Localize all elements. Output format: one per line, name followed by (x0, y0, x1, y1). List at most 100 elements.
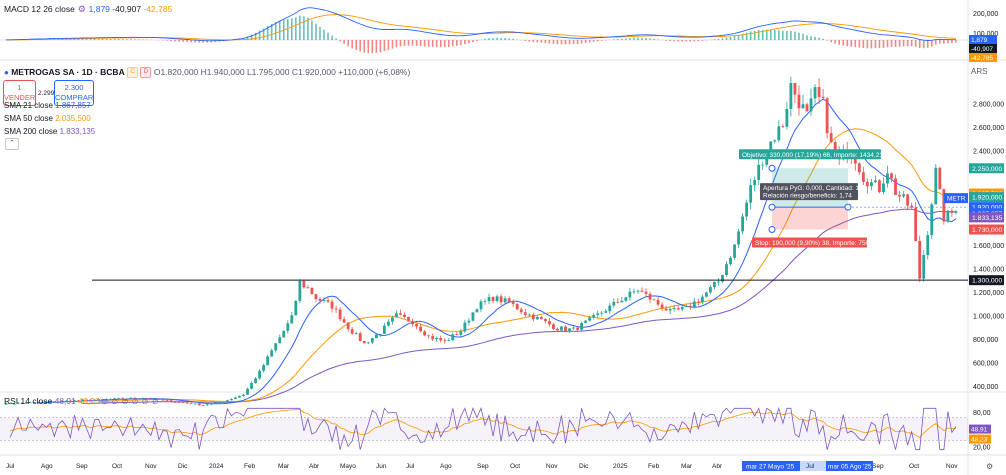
candle-body (511, 302, 515, 305)
candle-body (487, 297, 491, 302)
candle-body (640, 290, 644, 292)
candle-body (411, 321, 414, 325)
candle-body (741, 216, 745, 232)
macd-histogram-bar (109, 39, 112, 40)
macd-histogram-bar (798, 32, 800, 40)
candle-body (217, 402, 221, 404)
candle-body (8, 403, 12, 404)
indicator-sma200[interactable]: SMA 200 close 1.833,135 (4, 127, 95, 136)
candle-body (133, 397, 137, 399)
buy-button[interactable]: 2.300 COMPRAR (54, 80, 94, 106)
position-info: Apertura PyG: 0,000, Cantidad: 1Relación… (760, 183, 859, 201)
macd-histogram-bar (753, 30, 756, 40)
candle-body (552, 324, 555, 329)
candle-body (813, 87, 817, 99)
macd-histogram-bar (202, 40, 205, 43)
macd-histogram-bar (621, 38, 623, 40)
macd-histogram-bar (757, 29, 760, 40)
macd-histogram-bar (339, 40, 341, 42)
macd-tag-bg (969, 35, 997, 44)
macd-line (6, 7, 956, 42)
macd-tag-text: -40,907 (971, 46, 993, 53)
price-axis-tick: 1.600,000 (973, 243, 1004, 250)
price-tag-text: 1.730,000 (972, 227, 1002, 234)
candle-body (523, 312, 527, 315)
macd-histogram-bar (560, 40, 563, 45)
macd-histogram-bar (556, 40, 559, 45)
macd-histogram-bar (592, 40, 595, 42)
candle-body (153, 398, 157, 400)
settings-icon[interactable]: ⚙ (77, 4, 86, 15)
candle-body (201, 405, 205, 407)
candle-body (93, 399, 96, 401)
macd-histogram-bar (802, 33, 804, 40)
candle-body (636, 290, 640, 292)
indicator-sma50[interactable]: SMA 50 close 2.035,500 (4, 114, 91, 123)
candle-body (85, 399, 88, 401)
macd-value-1: 1,879 (88, 4, 110, 14)
stop-label: Stop: 190,000 (9,90%) 38, Importe: 750 (752, 237, 870, 248)
macd-histogram-bar (729, 36, 732, 40)
rsi-tag-bg (969, 434, 991, 444)
macd-histogram-bar (617, 39, 619, 40)
macd-histogram-bar (170, 40, 172, 42)
macd-tag-text: -42,785 (971, 55, 993, 62)
macd-histogram-bar (198, 40, 201, 43)
candle-body (274, 343, 278, 351)
candle-body (326, 300, 330, 302)
macd-histogram-bar (890, 40, 893, 47)
macd-histogram-bar (504, 38, 506, 40)
currency-label: ARS (971, 67, 988, 76)
candle-body (193, 403, 197, 405)
macd-histogram-bar (415, 40, 418, 46)
chevron-up-icon: ⌃ (9, 140, 15, 147)
macd-histogram-bar (818, 37, 820, 40)
symbol-name[interactable]: METROGAS SA · 1D · BCBA (11, 67, 125, 77)
candle-body (346, 322, 350, 330)
macd-histogram-bar (782, 30, 784, 40)
macd-histogram-bar (653, 38, 655, 40)
symbol-tag: METR (944, 193, 968, 204)
macd-scale-label: 200,000 (973, 11, 998, 18)
position-handle (768, 203, 776, 211)
collapse-legend-button[interactable]: ⌃ (5, 138, 19, 150)
macd-histogram-bar (532, 40, 535, 43)
macd-histogram-bar (749, 31, 752, 40)
macd-histogram-bar (568, 40, 571, 45)
candle-body (753, 180, 757, 186)
candle-body (161, 399, 165, 401)
macd-histogram-bar (484, 38, 486, 40)
candle-body (197, 403, 201, 406)
candle-body (596, 313, 600, 315)
candle-body (266, 356, 270, 366)
candle-body (672, 308, 676, 310)
macd-histogram-bar (476, 40, 478, 41)
macd-histogram-bar (588, 40, 591, 43)
candle-body (914, 207, 918, 242)
candle-body (258, 370, 262, 379)
macd-histogram-bar (500, 37, 502, 40)
sell-button[interactable]: 1 VENDER (3, 80, 36, 106)
macd-histogram-bar (778, 30, 780, 40)
candle-body (717, 281, 720, 283)
candle-body (423, 331, 427, 336)
macd-histogram-bar (452, 40, 454, 47)
macd-histogram-bar (572, 40, 575, 45)
macd-histogram-bar (391, 40, 394, 49)
macd-histogram-bar (443, 40, 446, 48)
symbol-tag-bg (944, 193, 968, 204)
price-tag-bg (969, 212, 1004, 223)
indicator-sma21[interactable]: SMA 21 close 1.867,857 (4, 101, 91, 110)
macd-histogram-bar (85, 38, 88, 40)
buy-label: COMPRAR (55, 93, 94, 102)
macd-title: MACD 12 26 close (4, 4, 75, 14)
macd-histogram-bar (580, 40, 583, 44)
time-axis-label: Dic (579, 463, 589, 470)
time-range-fill (800, 461, 826, 471)
candle-body (737, 231, 740, 245)
price-axis-tick: 800,000 (973, 337, 998, 344)
candle-body (624, 297, 628, 301)
macd-histogram-bar (926, 40, 929, 48)
candle-body (922, 255, 926, 279)
